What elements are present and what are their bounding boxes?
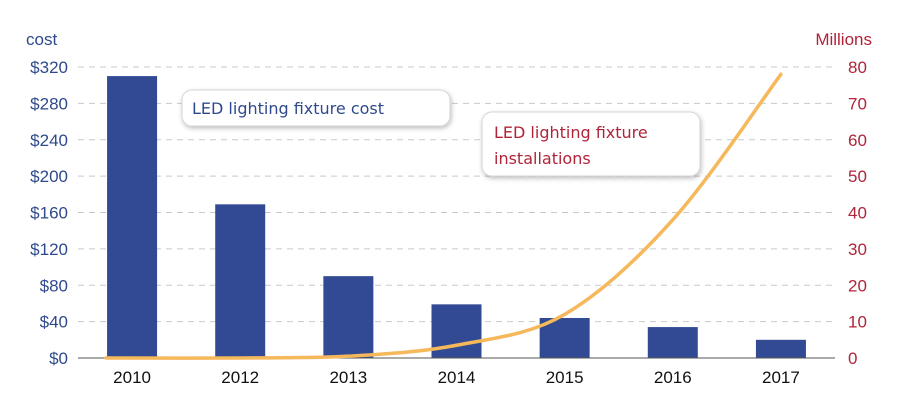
left-tick-label: $80 <box>40 276 68 295</box>
x-tick-label: 2012 <box>221 368 259 387</box>
installations-callout-box <box>481 111 701 177</box>
right-tick-label: 30 <box>848 240 867 259</box>
x-tick-label: 2015 <box>546 368 584 387</box>
left-axis-ticks: $0 $40 $80 $120 $160 $200 $240 $280 $320 <box>30 58 68 368</box>
x-tick-label: 2016 <box>654 368 692 387</box>
x-tick-label: 2013 <box>329 368 367 387</box>
right-tick-label: 40 <box>848 204 867 223</box>
left-tick-label: $120 <box>30 240 68 259</box>
left-tick-label: $0 <box>49 349 68 368</box>
installations-callout-text-line2: installations <box>494 149 591 168</box>
cost-bar <box>107 76 158 358</box>
cost-callout: LED lighting fixture cost <box>181 89 451 127</box>
left-tick-label: $240 <box>30 131 68 150</box>
right-tick-label: 60 <box>848 131 867 150</box>
right-axis-ticks: 0 10 20 30 40 50 60 70 80 <box>848 58 867 368</box>
x-tick-label: 2017 <box>762 368 800 387</box>
cost-bar <box>323 276 374 358</box>
installations-line <box>104 72 783 360</box>
cost-bars <box>107 76 806 358</box>
left-tick-label: $280 <box>30 94 68 113</box>
cost-bar <box>215 204 266 358</box>
cost-bar <box>755 339 806 358</box>
left-tick-label: $40 <box>40 313 68 332</box>
left-axis-title: cost <box>26 30 57 49</box>
installations-callout-text-line1: LED lighting fixture <box>494 123 648 142</box>
right-tick-label: 0 <box>848 349 857 368</box>
left-tick-label: $320 <box>30 58 68 77</box>
installations-callout: LED lighting fixture installations <box>481 111 701 177</box>
right-tick-label: 10 <box>848 313 867 332</box>
right-axis-title: Millions <box>815 30 872 49</box>
x-axis-ticks: 2010 2012 2013 2014 2015 2016 2017 <box>113 368 800 387</box>
right-tick-label: 50 <box>848 167 867 186</box>
right-tick-label: 80 <box>848 58 867 77</box>
right-tick-label: 70 <box>848 94 867 113</box>
x-tick-label: 2010 <box>113 368 151 387</box>
x-tick-label: 2014 <box>438 368 476 387</box>
left-tick-label: $200 <box>30 167 68 186</box>
cost-callout-box <box>181 89 451 127</box>
left-tick-label: $160 <box>30 204 68 223</box>
cost-callout-text: LED lighting fixture cost <box>192 99 384 118</box>
cost-bar <box>647 327 698 358</box>
right-tick-label: 20 <box>848 276 867 295</box>
